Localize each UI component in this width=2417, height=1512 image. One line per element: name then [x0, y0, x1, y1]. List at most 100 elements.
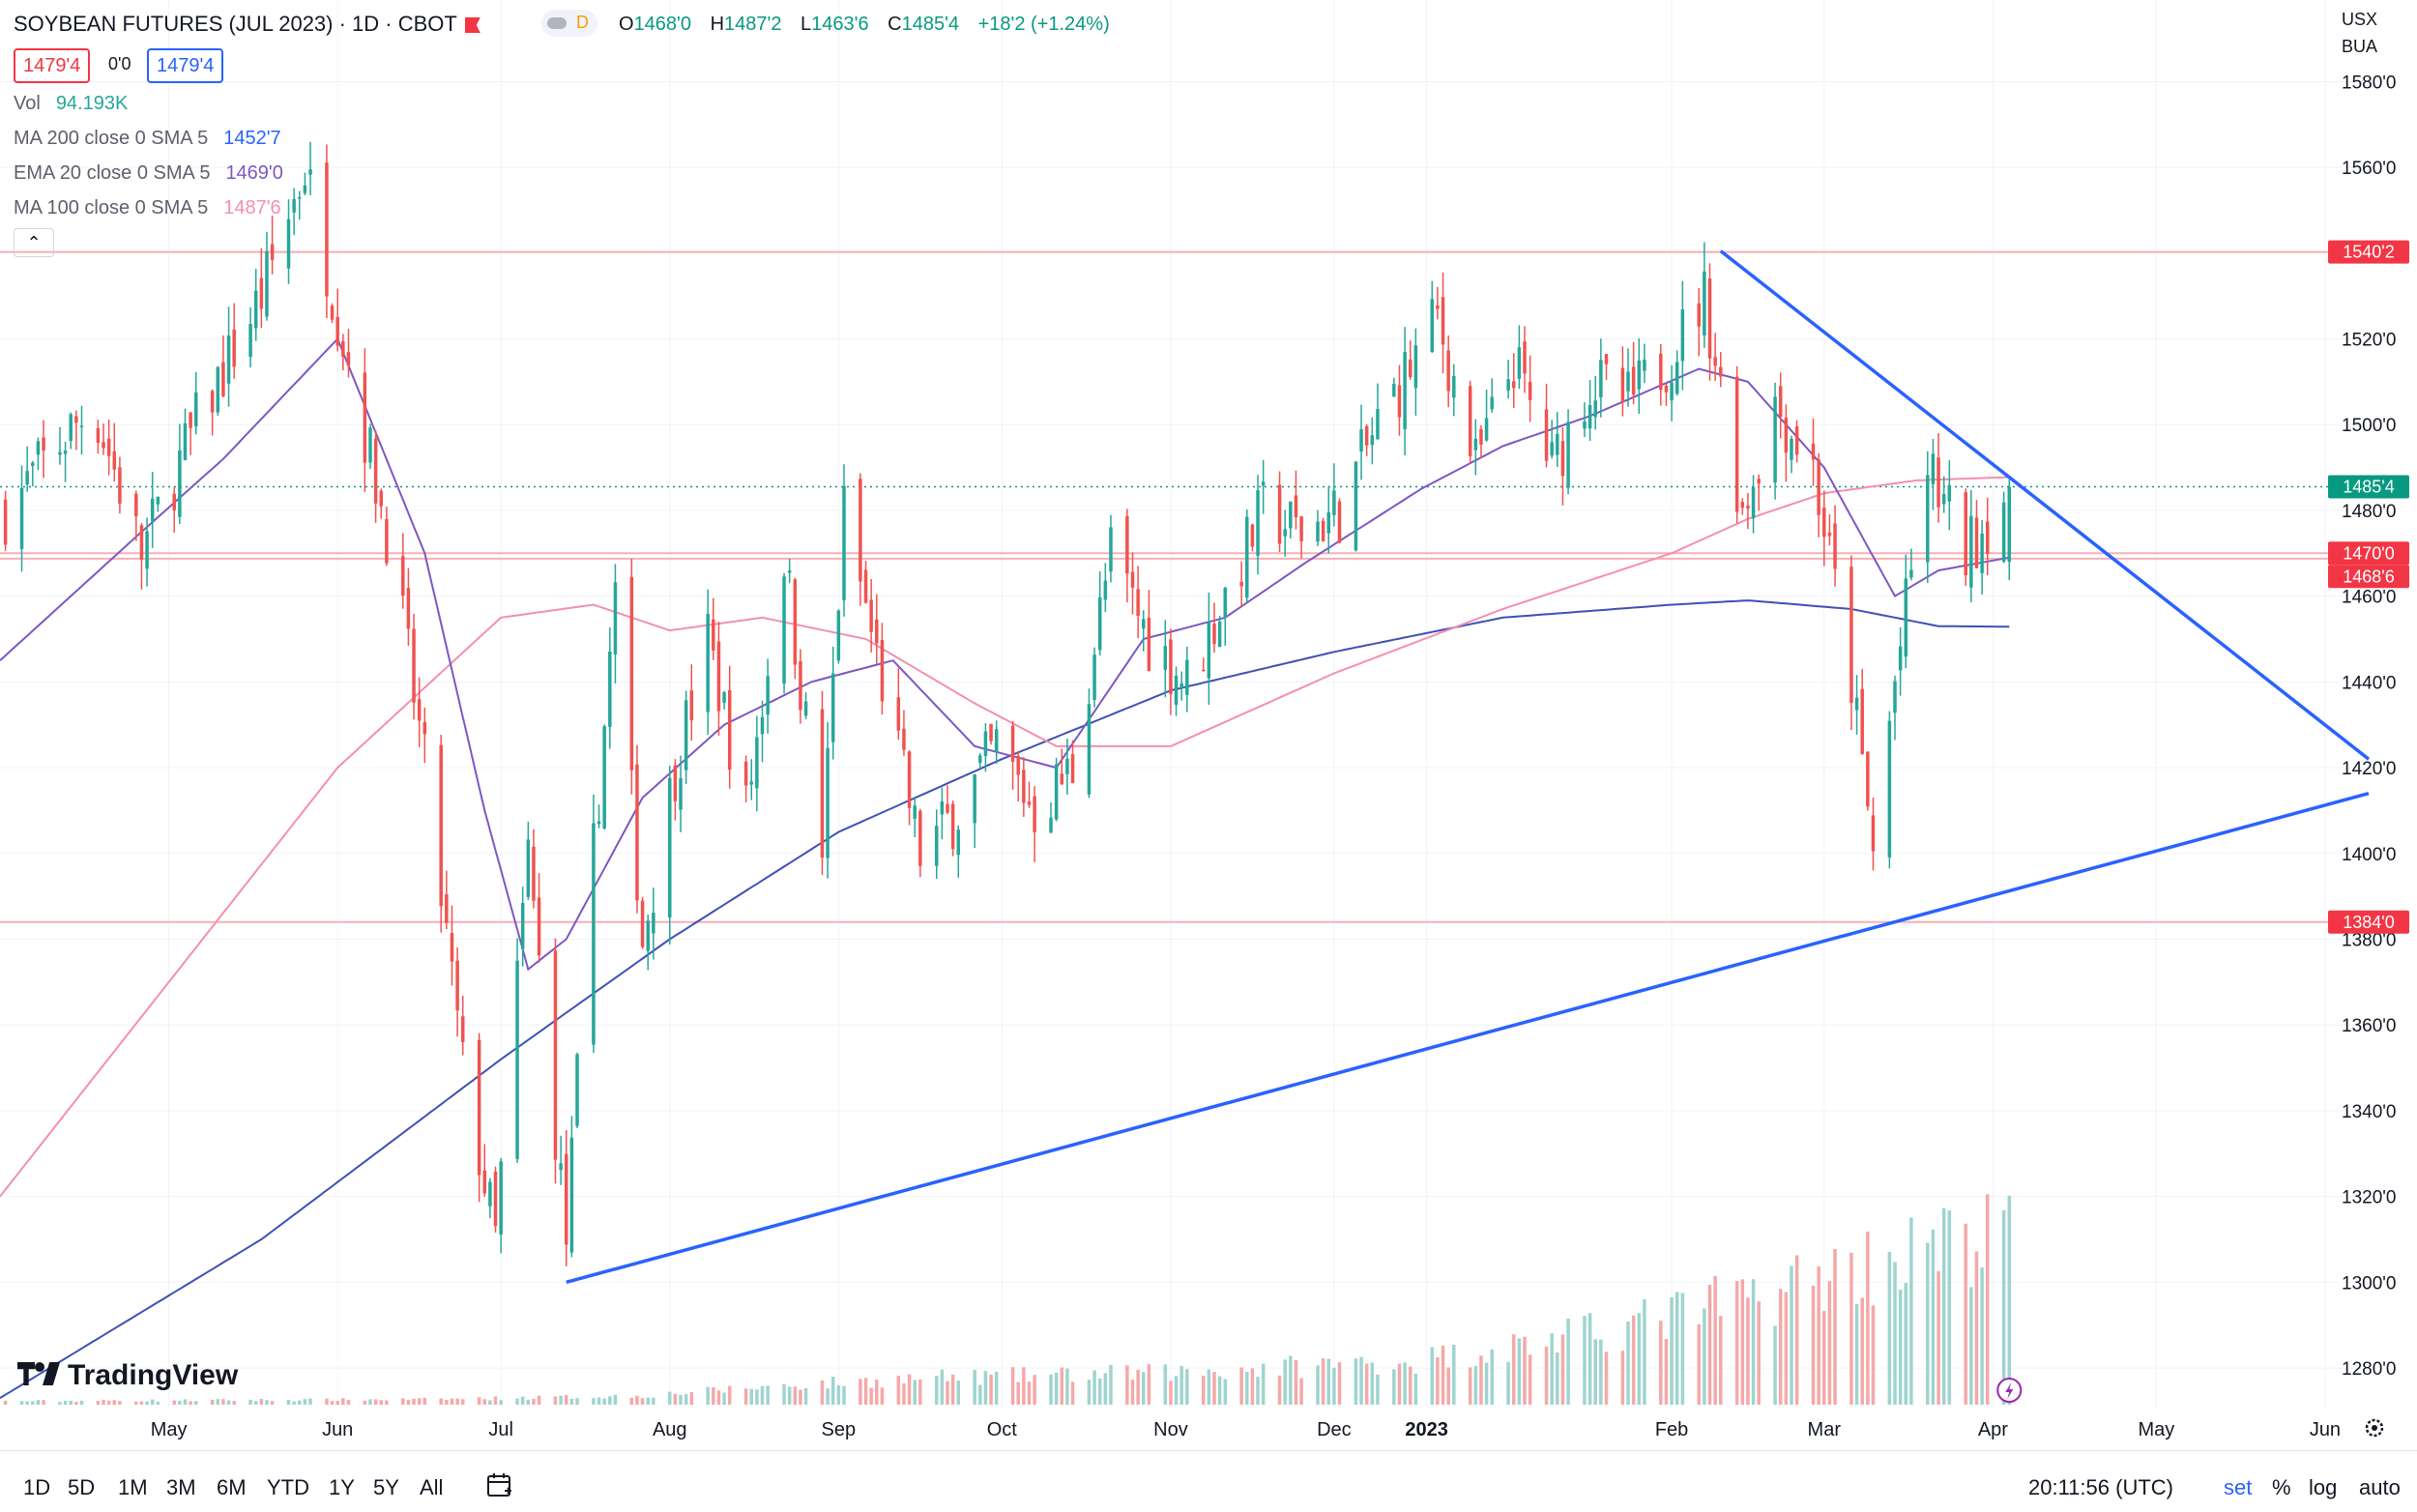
- volume-bar: [19, 1401, 24, 1405]
- candle-body: [1070, 754, 1075, 784]
- x-tick-label: Jun: [2310, 1419, 2341, 1440]
- candle-body: [1703, 271, 1706, 335]
- symbol-title[interactable]: SOYBEAN FUTURES (JUL 2023) · 1D · CBOT: [14, 12, 480, 37]
- timeframe-3m[interactable]: 3M: [166, 1475, 196, 1499]
- candle-body: [1986, 521, 1990, 555]
- volume-bar: [1403, 1362, 1407, 1405]
- indicator-ema20-label: EMA 20 close 0 SMA 5: [14, 162, 211, 184]
- utc-clock[interactable]: 20:11:56 (UTC): [2028, 1475, 2173, 1499]
- candle-body: [221, 362, 225, 396]
- volume-bar: [1054, 1372, 1059, 1405]
- volume-bar: [1931, 1229, 1936, 1405]
- volume-bar: [608, 1396, 612, 1405]
- session-toggle[interactable]: D: [541, 10, 597, 37]
- percent-button[interactable]: %: [2272, 1475, 2291, 1499]
- candle-body: [994, 729, 999, 752]
- candle-body: [983, 731, 988, 756]
- log-button[interactable]: log: [2309, 1475, 2338, 1499]
- price-tag-label: 1540'2: [2343, 243, 2395, 262]
- candle-body: [1294, 495, 1298, 518]
- candle-body: [1969, 515, 1973, 588]
- timeframe-1m[interactable]: 1M: [118, 1475, 148, 1499]
- candle-body: [145, 531, 149, 569]
- volume-bar: [1070, 1381, 1075, 1405]
- candle-body: [216, 366, 220, 413]
- volume-bar: [178, 1400, 182, 1405]
- candle-body: [58, 451, 62, 455]
- auto-button[interactable]: auto: [2359, 1475, 2401, 1499]
- volume-bar: [412, 1398, 416, 1405]
- candle-body: [652, 913, 655, 934]
- candle-body: [1261, 481, 1266, 486]
- timeframe-all[interactable]: All: [420, 1475, 444, 1499]
- candle-body: [1893, 681, 1897, 713]
- volume-bar: [1332, 1367, 1336, 1405]
- currency-unit[interactable]: USX: [2342, 10, 2378, 29]
- candle-body: [950, 803, 955, 850]
- volume-bar: [983, 1370, 988, 1405]
- sell-button[interactable]: 1479'4: [14, 48, 91, 83]
- timeframe-ytd[interactable]: YTD: [267, 1475, 309, 1499]
- volume-bar: [1887, 1252, 1892, 1405]
- candle-body: [1898, 646, 1903, 671]
- candle-body: [368, 427, 372, 463]
- indicator-ema20[interactable]: EMA 20 close 0 SMA 5 1469'0: [14, 162, 283, 185]
- volume-bar: [646, 1397, 650, 1405]
- candle-body: [722, 692, 726, 703]
- volume-bar: [1321, 1358, 1325, 1405]
- candle-body: [455, 960, 459, 1011]
- volume-bar: [226, 1400, 231, 1405]
- volume-bar: [1778, 1289, 1783, 1405]
- timeframe-5y[interactable]: 5Y: [373, 1475, 399, 1499]
- volume-bar: [1528, 1354, 1532, 1405]
- resistance-trendline: [1719, 249, 2371, 761]
- volume-bar: [1751, 1279, 1756, 1405]
- buy-button[interactable]: 1479'4: [147, 48, 224, 83]
- candle-body: [880, 639, 885, 702]
- timeframe-6m[interactable]: 6M: [217, 1475, 247, 1499]
- candle-body: [869, 599, 873, 632]
- volume-bar: [1010, 1367, 1015, 1405]
- volume-bar: [1097, 1378, 1102, 1405]
- volume-bar: [1185, 1369, 1189, 1405]
- volume-bar: [477, 1397, 481, 1405]
- volume-bar: [1092, 1370, 1096, 1405]
- volume-bar: [1130, 1380, 1135, 1405]
- timeframe-1y[interactable]: 1Y: [329, 1475, 355, 1499]
- flag-icon[interactable]: [464, 17, 480, 33]
- volume-bar: [493, 1396, 498, 1405]
- volume-bar: [1256, 1377, 1260, 1405]
- toggle-knob: [547, 17, 567, 29]
- candle-body: [1593, 400, 1597, 418]
- volume-bar: [787, 1386, 792, 1405]
- chevron-up-icon[interactable]: ⌃: [14, 228, 54, 257]
- volume-bar: [1909, 1217, 1913, 1405]
- volume-bar: [1060, 1367, 1064, 1405]
- candle-body: [1719, 366, 1723, 377]
- volume-bar: [1937, 1270, 1940, 1405]
- calendar-goto-icon[interactable]: [483, 1470, 518, 1501]
- volume-bar: [1583, 1316, 1587, 1405]
- indicator-volume[interactable]: Vol 94.193K: [14, 93, 128, 115]
- indicator-ma100[interactable]: MA 100 close 0 SMA 5 1487'6: [14, 197, 281, 219]
- price-tag-label: 1468'6: [2343, 567, 2395, 586]
- volume-bar: [1811, 1285, 1816, 1405]
- set-button[interactable]: set: [2224, 1475, 2253, 1499]
- currency-sub[interactable]: BUA: [2342, 37, 2378, 56]
- candle-body: [102, 442, 105, 449]
- volume-bar: [973, 1369, 976, 1405]
- candle-body: [445, 894, 449, 923]
- volume-bar: [526, 1399, 531, 1405]
- volume-bar: [830, 1377, 835, 1405]
- candle-body: [1016, 756, 1020, 775]
- indicator-ma200[interactable]: MA 200 close 0 SMA 5 1452'7: [14, 128, 281, 150]
- candle-body: [194, 392, 198, 427]
- timeframe-1d[interactable]: 1D: [23, 1475, 51, 1499]
- price-tag-label: 1470'0: [2343, 543, 2395, 563]
- timeframe-5d[interactable]: 5D: [68, 1475, 96, 1499]
- volume-bar: [875, 1380, 879, 1405]
- volume-bar: [1163, 1364, 1168, 1405]
- volume-bar: [96, 1401, 101, 1405]
- candle-body: [450, 933, 454, 962]
